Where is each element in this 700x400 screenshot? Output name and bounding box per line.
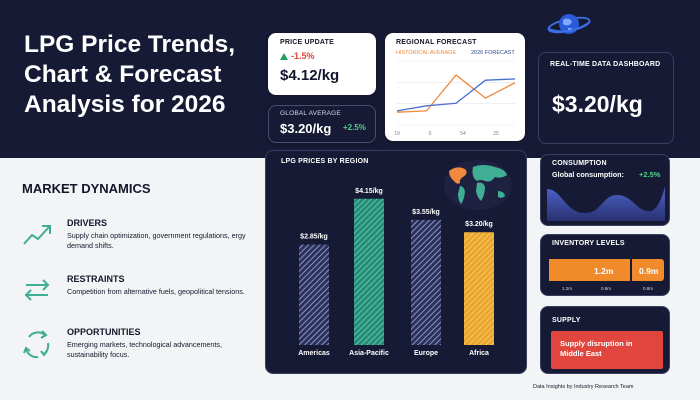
x-tick-label: 0: [429, 131, 432, 137]
region-bar-chart: $2.85/kg Americas $4.15/kg Asia-Pacific $3.5…: [298, 188, 494, 357]
realtime-dashboard-card: REAL-TIME DATA DASHBOARD $3.20/kg: [538, 52, 674, 144]
world-map-icon: [444, 160, 512, 210]
global-average-label: GLOBAL AVERAGE: [280, 110, 341, 117]
inventory-tick-3: 0.8m: [643, 286, 654, 291]
supply-alert-text: Supply disruption in Middle East: [560, 339, 633, 358]
price-update-label: PRICE UPDATE: [280, 39, 334, 46]
consumption-change: +2.5%: [639, 170, 661, 179]
bar-europe: [411, 219, 441, 345]
regional-forecast-card: REGIONAL FORECAST HISTORICAL AVERAGE 202…: [385, 33, 525, 141]
forecast-line-chart: 19 0 54 25: [394, 60, 516, 137]
legend-forecast: 2026 FORECAST: [471, 50, 515, 56]
arrow-up-icon: [280, 52, 288, 60]
consumption-label: CONSUMPTION: [552, 160, 607, 167]
trend-up-icon: [23, 225, 51, 245]
bar-value-label: $4.15/kg: [355, 188, 383, 195]
price-change-row: -1.5%: [280, 51, 315, 61]
bar-value-label: $3.20/kg: [465, 221, 493, 228]
bar-value-label: $2.85/kg: [300, 234, 328, 241]
inventory-value-2: 0.9m: [639, 266, 659, 276]
price-update-card: PRICE UPDATE -1.5% $4.12/kg: [268, 33, 376, 95]
globe-icon: [547, 14, 591, 34]
global-average-change: +2.5%: [343, 123, 366, 132]
x-tick-label: 25: [493, 131, 499, 137]
bar-asia-pacific: [354, 198, 384, 345]
bar-category-label: Asia-Pacific: [349, 350, 389, 357]
inventory-tick-1: 1.2m: [562, 286, 573, 291]
region-prices-card: $2.85/kg Americas $4.15/kg Asia-Pacific $3.5…: [265, 150, 527, 374]
consumption-wave: [547, 187, 665, 221]
market-dynamics-title: MARKET DYNAMICS: [22, 181, 151, 196]
consumption-subtitle: Global consumption:: [552, 170, 624, 179]
inventory-bar-2: [632, 259, 664, 281]
bar-americas: [299, 244, 329, 345]
inventory-tick-2: 0.9m: [601, 286, 612, 291]
drivers-text: Supply chain optimization, government re…: [67, 231, 246, 250]
x-tick-label: 19: [394, 131, 400, 137]
swap-arrows-icon: [24, 279, 50, 301]
drivers-heading: DRIVERS: [67, 218, 108, 228]
restraints-heading: RESTRAINTS: [67, 274, 125, 284]
bar-category-label: Africa: [469, 350, 489, 357]
realtime-value: $3.20/kg: [552, 91, 643, 117]
region-chart-title: LPG PRICES BY REGION: [281, 158, 369, 165]
supply-card: SUPPLY Supply disruption in Middle East: [540, 306, 670, 374]
global-average-card: GLOBAL AVERAGE $3.20/kg +2.5%: [268, 105, 376, 143]
regional-forecast-label: REGIONAL FORECAST: [396, 39, 477, 46]
page-title: LPG Price Trends, Chart & Forecast Analy…: [24, 31, 236, 118]
bar-category-label: Europe: [414, 350, 438, 357]
footer-credit: Data Insights by Industry Research Team: [533, 384, 634, 390]
global-average-value: $3.20/kg: [280, 121, 332, 136]
inventory-label: INVENTORY LEVELS: [552, 240, 625, 247]
restraints-text: Competition from alternative fuels, geop…: [67, 287, 245, 296]
consumption-card: CONSUMPTION Global consumption: +2.5%: [540, 154, 670, 226]
forecast-line: [396, 78, 516, 112]
opportunities-text: Emerging markets, technological advancem…: [67, 340, 223, 359]
supply-label: SUPPLY: [552, 317, 581, 324]
opportunities-heading: OPPORTUNITIES: [67, 327, 141, 337]
inventory-value-1: 1.2m: [594, 266, 614, 276]
supply-alert: Supply disruption in Middle East: [551, 331, 663, 369]
inventory-bar-1: [549, 259, 630, 281]
bar-africa: [464, 232, 494, 345]
price-value: $4.12/kg: [280, 67, 340, 84]
realtime-label: REAL-TIME DATA DASHBOARD: [550, 61, 661, 68]
x-tick-label: 54: [460, 131, 466, 137]
cycle-arrows-icon: [23, 330, 50, 359]
bar-category-label: Americas: [298, 350, 330, 357]
inventory-card: INVENTORY LEVELS 1.2m 0.9m 1.2m 0.9m 0.8…: [540, 234, 670, 296]
historical-line: [396, 74, 516, 113]
bar-value-label: $3.55/kg: [412, 209, 440, 216]
legend-historical: HISTORICAL AVERAGE: [396, 50, 457, 56]
price-change: -1.5%: [291, 51, 315, 61]
